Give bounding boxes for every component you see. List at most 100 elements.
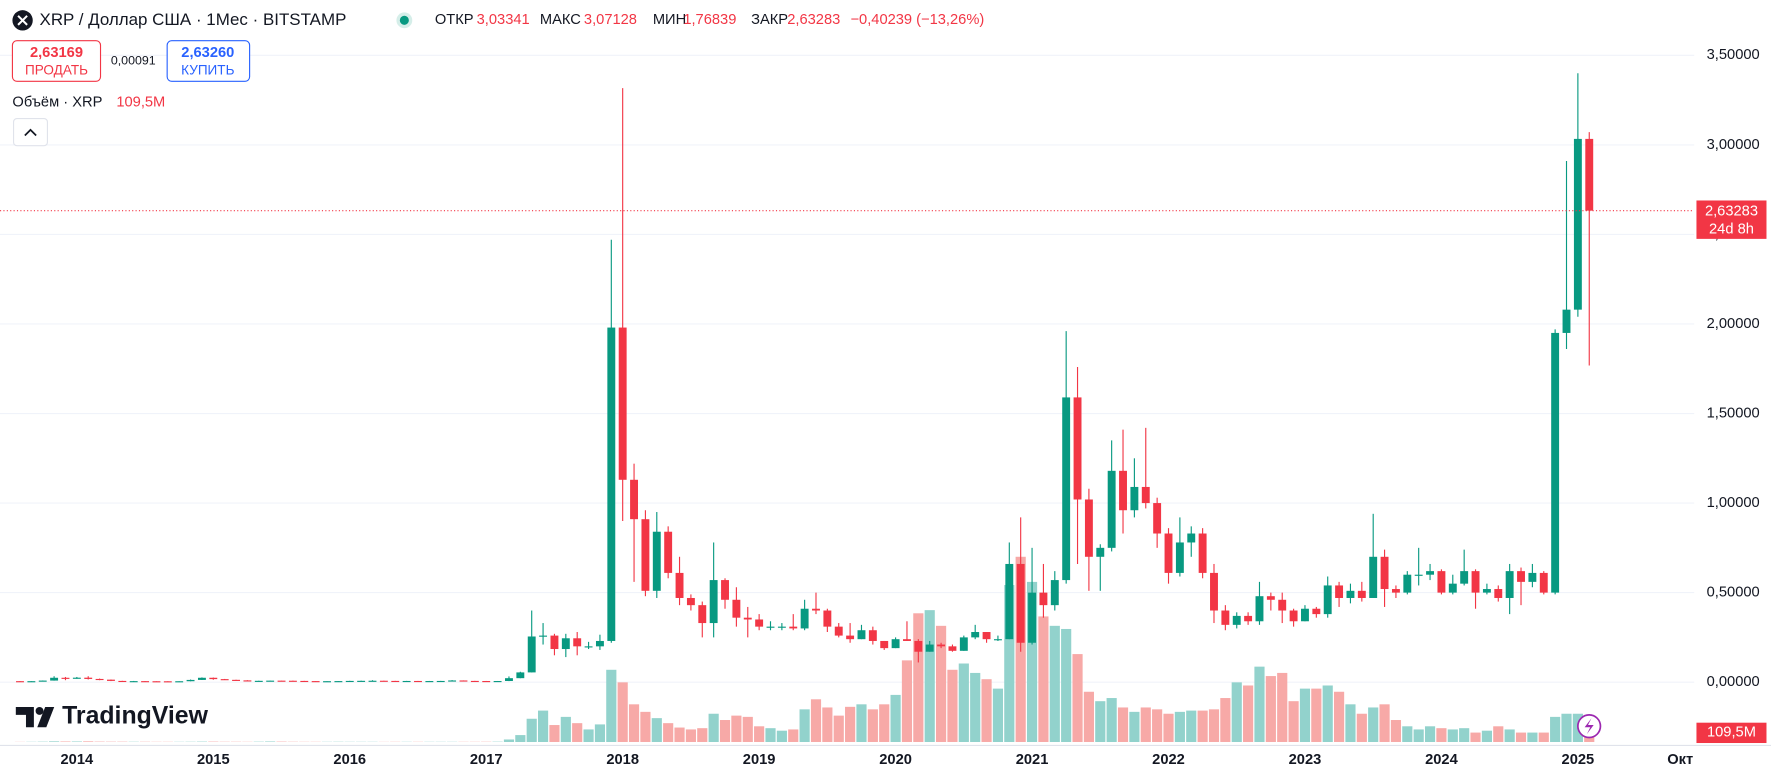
candle-body xyxy=(766,626,775,628)
volume-bar xyxy=(1163,713,1174,742)
candle-body xyxy=(1517,571,1525,582)
candle-body xyxy=(880,640,889,649)
volume-bar xyxy=(1061,628,1072,742)
candle-body xyxy=(505,678,513,682)
volume-bar xyxy=(1493,726,1504,742)
candle-body xyxy=(1301,608,1309,622)
candle-body xyxy=(27,681,36,683)
volume-bar xyxy=(1322,685,1333,742)
volume-bar xyxy=(583,729,594,742)
volume-bar xyxy=(1277,672,1288,742)
candle-body xyxy=(914,640,923,652)
ohlc-label: МИН xyxy=(653,12,686,28)
volume-bar xyxy=(913,613,924,742)
x-tick-label: 2020 xyxy=(879,752,912,768)
volume-bar xyxy=(1129,711,1140,742)
volume-bar xyxy=(1584,735,1595,742)
candle-body xyxy=(777,626,786,628)
candle-body xyxy=(379,680,388,682)
collapse-button[interactable] xyxy=(12,118,49,147)
candle-body xyxy=(1357,590,1366,598)
volume-bar xyxy=(685,729,696,742)
volume-bar xyxy=(856,704,867,742)
candle-body xyxy=(1505,571,1514,598)
candle-body xyxy=(755,619,764,627)
sell-label: ПРОДАТЬ xyxy=(25,63,88,78)
ohlc-label: МАКС xyxy=(540,12,581,28)
volume-tag xyxy=(1696,722,1767,744)
candle-body xyxy=(1573,138,1582,310)
logo-text: TradingView xyxy=(62,703,208,730)
candle-body xyxy=(1380,556,1389,590)
symbol-title[interactable]: XRP / Доллар США · 1Мес · BITSTAMP xyxy=(40,10,347,29)
volume-bar xyxy=(1424,726,1436,742)
x-tick-label: 2019 xyxy=(743,752,776,768)
buy-price: 2,63260 xyxy=(181,45,234,61)
plot-layer xyxy=(0,54,1695,742)
candle-body xyxy=(1107,470,1116,548)
volume-bar xyxy=(515,735,526,742)
candle-body xyxy=(925,644,934,652)
candle-body xyxy=(220,679,229,681)
candle-body xyxy=(709,580,718,624)
volume-legend-value: 109,5M xyxy=(116,95,165,111)
candle-body xyxy=(675,572,684,598)
volume-bar xyxy=(935,625,947,742)
volume-bar xyxy=(867,709,878,742)
candle-body xyxy=(1562,309,1571,333)
candle-body xyxy=(232,679,241,681)
buy-label: КУПИТЬ xyxy=(181,63,234,78)
x-tick-label: 2021 xyxy=(1016,752,1049,768)
ohlc-value: 2,63283 xyxy=(787,12,840,28)
volume-bar xyxy=(697,728,708,742)
volume-bar xyxy=(1117,707,1129,742)
candle-body xyxy=(1050,580,1059,606)
x-tick-label: 2016 xyxy=(333,752,366,768)
candle-body xyxy=(959,637,968,651)
volume-bar xyxy=(765,728,776,742)
candle-body xyxy=(1255,596,1264,622)
volume-bar xyxy=(1333,691,1345,742)
candle-body xyxy=(129,681,138,683)
candle-body xyxy=(868,630,877,641)
candle-body xyxy=(1244,615,1253,622)
buy-button[interactable] xyxy=(166,40,251,82)
volume-bar xyxy=(1152,709,1163,742)
candle-body xyxy=(1346,590,1355,598)
candle-body xyxy=(1130,486,1139,511)
ohlc-value: 1,76839 xyxy=(683,12,736,28)
candle-body xyxy=(1062,397,1071,581)
volume-bar xyxy=(663,723,674,742)
candle-body xyxy=(175,681,184,683)
volume-bar xyxy=(845,706,856,742)
x-tick-label: 2024 xyxy=(1425,752,1458,768)
candle-body xyxy=(1119,470,1127,511)
logo-icon xyxy=(37,706,55,728)
y-tick-label: 3,00000 xyxy=(1707,137,1760,153)
candle-body xyxy=(163,681,172,683)
candle-body xyxy=(1403,574,1412,593)
candle-body xyxy=(186,679,195,682)
volume-bar xyxy=(1254,666,1265,742)
volume-bar xyxy=(1106,698,1117,742)
candle-body xyxy=(209,677,218,680)
candle-body xyxy=(1585,138,1594,211)
candle-body xyxy=(539,635,548,637)
volume-bar xyxy=(754,726,765,742)
last-price-tag xyxy=(1696,200,1767,239)
volume-bar xyxy=(1561,713,1572,742)
last-price-label: 2,63283 xyxy=(1705,204,1758,220)
candle-body xyxy=(1039,592,1048,606)
volume-bar xyxy=(1368,707,1379,742)
candle-body xyxy=(436,680,445,683)
candle-body xyxy=(459,680,468,682)
ohlc-value: 3,03341 xyxy=(477,12,530,28)
volume-bar xyxy=(1436,728,1447,742)
candle-body xyxy=(891,639,900,649)
sell-button[interactable] xyxy=(11,40,102,82)
axis-layer: 0,000000,500001,000001,500002,000002,500… xyxy=(61,47,1767,768)
candle-body xyxy=(425,681,434,683)
volume-bar xyxy=(731,715,742,742)
volume-bar xyxy=(1390,720,1402,742)
